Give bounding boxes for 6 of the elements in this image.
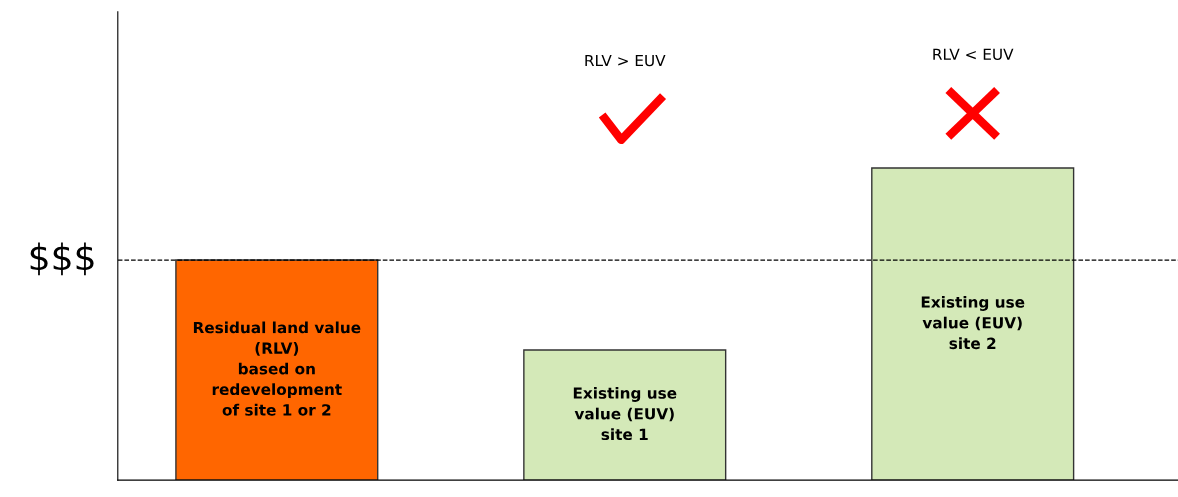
text: RLV > EUV [585, 54, 666, 67]
ref-line-label: $$$ [30, 242, 94, 276]
text: RLV < EUV [933, 48, 1014, 61]
x-tick-label: Existing use value (EUV) site 2 [921, 296, 1025, 350]
x-tick-label: Existing use value (EUV) site 1 [573, 386, 677, 441]
x-tick-label: Residual land value (RLV) based on redevelopment of site 1 or 2 [193, 321, 361, 416]
